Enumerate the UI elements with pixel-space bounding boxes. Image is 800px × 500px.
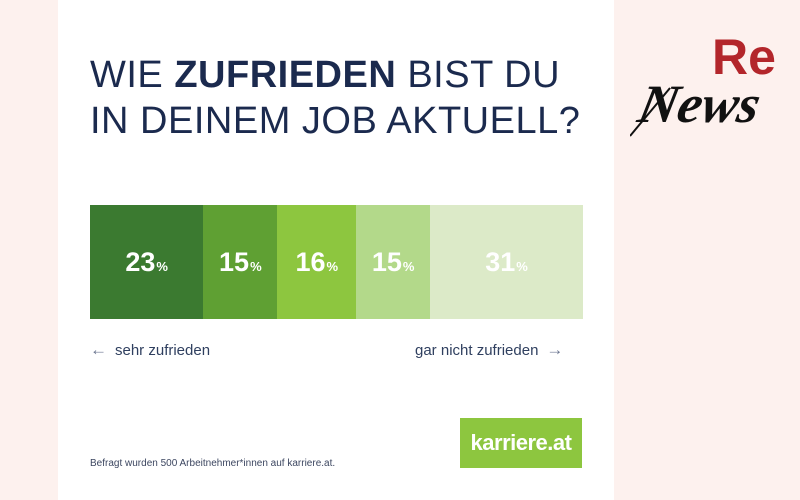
- label-sehr-zufrieden: sehr zufrieden: [115, 341, 211, 359]
- bar-segment-4: 15%: [356, 205, 431, 319]
- percent-sign: %: [156, 258, 168, 274]
- bar-segment-3: 16%: [277, 205, 357, 319]
- percent-sign: %: [402, 258, 415, 274]
- label-gar-nicht-zufrieden: gar nicht zufrieden: [415, 341, 539, 359]
- bar-value-label: 16: [295, 246, 326, 277]
- percent-sign: %: [516, 258, 528, 274]
- stacked-bar: 23% 15% 16% 15% 31%: [90, 205, 583, 319]
- bar-value-label: 23: [125, 246, 156, 277]
- bar-segment-2: 15%: [203, 205, 278, 319]
- footnote: Befragt wurden 500 Arbeitnehmer*innen au…: [90, 458, 336, 469]
- arrow-right-icon: →: [546, 340, 564, 359]
- infographic-card: WIE ZUFRIEDEN BIST DU IN DEINEM JOB AKTUE…: [58, 0, 614, 500]
- scale-right-label: gar nicht zufrieden →: [415, 340, 563, 360]
- bar-value-label: 31: [485, 246, 516, 277]
- bar-segment-1: 23%: [90, 205, 204, 319]
- bar-segment-5: 31%: [430, 205, 583, 319]
- percent-sign: %: [326, 258, 339, 274]
- brand-stroke-icon: [630, 87, 671, 137]
- brand-re-text: Re: [712, 29, 776, 85]
- percent-sign: %: [250, 258, 262, 274]
- bar-value-label: 15: [219, 246, 250, 277]
- arrow-left-icon: ←: [90, 340, 107, 359]
- brand-news-text: News: [632, 74, 766, 134]
- chart-title: WIE ZUFRIEDEN BIST DU IN DEINEM JOB AKTUE…: [90, 54, 581, 142]
- karriere-logo: karriere.at: [460, 418, 582, 468]
- bar-value-label: 15: [371, 246, 402, 277]
- scale-left-label: ← sehr zufrieden: [90, 340, 210, 360]
- renews-logo: Re News: [630, 29, 776, 137]
